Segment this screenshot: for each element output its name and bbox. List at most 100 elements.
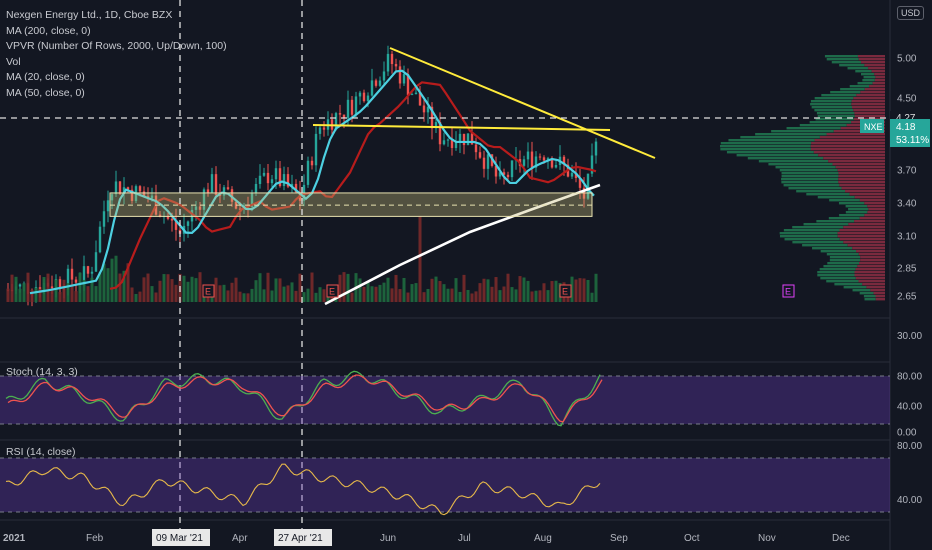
candle-body (418, 92, 422, 106)
volume-bar (282, 286, 286, 302)
vpvr-bar-down (860, 259, 885, 262)
volume-bar (22, 283, 26, 302)
vpvr-bar-down (853, 97, 885, 100)
vpvr-bar-up (810, 103, 852, 106)
candle-body (266, 172, 270, 184)
volume-bar (46, 273, 50, 302)
candle-body (458, 133, 462, 143)
candle-body (86, 266, 90, 274)
indicator-vpvr[interactable]: VPVR (Number Of Rows, 2000, Up/Down, 100… (6, 40, 227, 52)
volume-bar (374, 286, 378, 302)
volume-bar (10, 274, 14, 302)
x-axis-tick: 2021 (3, 533, 26, 544)
volume-bar (270, 290, 274, 302)
vpvr-bar-down (859, 262, 885, 265)
rsi-label[interactable]: RSI (14, close) (6, 446, 76, 458)
volume-bar (586, 279, 590, 302)
vpvr-bar-up (839, 214, 865, 217)
volume-bar (314, 292, 318, 302)
vpvr-bar-up (826, 253, 859, 256)
volume-bar (526, 280, 530, 302)
candle-body (562, 156, 566, 165)
vpvr-bar-up (728, 139, 815, 142)
volume-bar (574, 279, 578, 302)
volume-bar (14, 276, 18, 302)
volume-bar (550, 281, 554, 302)
candle-body (226, 187, 230, 190)
indicator-vol[interactable]: Vol (6, 55, 21, 68)
indicator-ma20[interactable]: MA (20, close, 0) (6, 71, 85, 83)
candle-body (66, 268, 70, 290)
vpvr-bar-down (818, 154, 885, 157)
earnings-marker (326, 284, 339, 298)
stoch-axis-tick: 40.00 (897, 402, 922, 413)
vpvr-bar-down (871, 70, 885, 73)
vpvr-bar-up (775, 166, 836, 169)
volume-bar (394, 274, 398, 302)
candle-body (70, 268, 74, 280)
volume-bar (122, 270, 126, 302)
volume-bar (50, 288, 54, 302)
candle-body (338, 113, 342, 115)
x-axis-tick: Sep (610, 533, 628, 544)
vpvr-bar-down (839, 184, 885, 187)
vpvr-bar-up (863, 76, 876, 79)
vpvr-bar-down (864, 202, 885, 205)
ma200-line (324, 183, 601, 306)
vpvr-bar-down (823, 157, 885, 160)
volume-bar (294, 290, 298, 302)
indicator-ma50[interactable]: MA (50, close, 0) (6, 86, 85, 99)
candle-body (578, 177, 582, 188)
vpvr-bar-down (861, 61, 885, 64)
candle-body (190, 209, 194, 222)
volume-bar (238, 291, 242, 302)
candle-body (214, 174, 218, 195)
candle-body (522, 159, 526, 166)
vpvr-bar-down (875, 76, 885, 79)
currency-badge[interactable]: USD (896, 6, 924, 20)
volume-bar (58, 292, 62, 302)
date-highlight-bg (152, 529, 210, 546)
stoch-band (0, 376, 890, 424)
vpvr-bar-up (792, 226, 844, 229)
vpvr-bar-up (826, 58, 859, 61)
candle-body (274, 168, 278, 180)
vpvr-bar-down (858, 58, 885, 61)
vpvr-bar-down (872, 82, 885, 85)
candle-body (222, 187, 226, 196)
candle-body (74, 279, 78, 283)
candle-body (126, 187, 130, 190)
candle-body (102, 211, 106, 227)
volume-bar (398, 289, 402, 302)
date-highlight: 09 Mar '21 (156, 533, 203, 544)
volume-bar (466, 289, 470, 302)
candle-body (526, 151, 530, 160)
stoch-label[interactable]: Stoch (14, 3, 3) (6, 366, 78, 378)
candle-body (186, 221, 190, 226)
volume-bar (366, 282, 370, 302)
candle-body (494, 165, 498, 177)
date-highlight-bg (274, 529, 332, 546)
candle-body (314, 133, 318, 166)
vpvr-bar-up (819, 268, 856, 271)
vpvr-bar-down (811, 142, 885, 145)
candle-body (58, 279, 62, 289)
volume-bar (546, 290, 550, 302)
candle-body (474, 144, 478, 153)
volume-bar (534, 290, 538, 302)
candle-body (546, 158, 550, 161)
vpvr-bar-up (849, 85, 870, 88)
volume-bar (38, 288, 42, 302)
vpvr-bar-down (851, 106, 885, 109)
vpvr-bar-down (858, 253, 885, 256)
volume-bar (286, 285, 290, 302)
volume-bar (130, 287, 134, 302)
candle-body (82, 266, 86, 282)
vpvr-bar-down (875, 295, 885, 298)
vpvr-bar-down (868, 208, 885, 211)
indicator-ma200[interactable]: MA (200, close, 0) (6, 24, 91, 37)
volume-bar (222, 284, 226, 302)
candle-body (50, 286, 54, 289)
volume-bar (402, 277, 406, 302)
